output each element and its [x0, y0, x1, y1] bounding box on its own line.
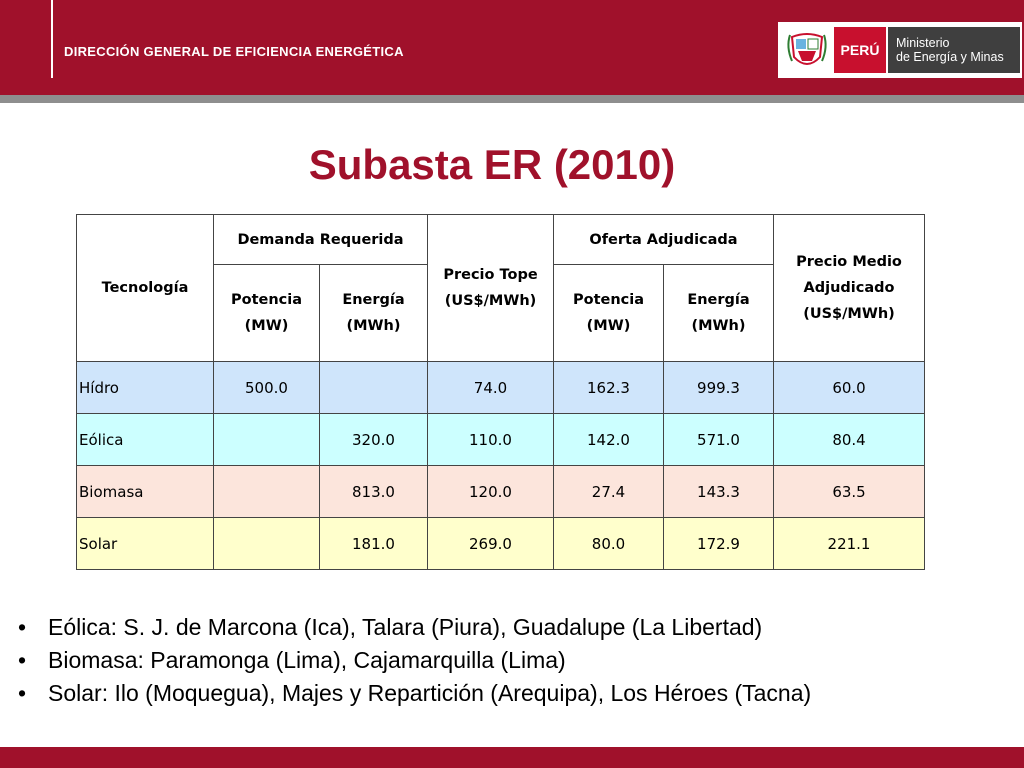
table-cell: 60.0: [773, 361, 926, 414]
ministry-label: Ministerio de Energía y Minas: [888, 27, 1020, 73]
peru-label: PERÚ: [834, 27, 886, 73]
ministry-line-1: Ministerio: [896, 36, 950, 50]
header-precio-medio: Precio Medio Adjudicado (US$/MWh): [773, 214, 926, 362]
auction-table: Tecnología Demanda Requerida Precio Tope…: [76, 214, 926, 570]
header-title: DIRECCIÓN GENERAL DE EFICIENCIA ENERGÉTI…: [64, 44, 404, 59]
note-text: Eólica: S. J. de Marcona (Ica), Talara (…: [48, 614, 763, 640]
bullet-icon: •: [18, 680, 27, 706]
table-cell: 571.0: [662, 413, 775, 466]
header-divider: [51, 0, 53, 78]
table-cell: [319, 361, 428, 414]
header-oferta-energia: Energía (MWh): [662, 264, 775, 362]
header-precio-tope: Precio Tope (US$/MWh): [427, 214, 554, 362]
header-bar: DIRECCIÓN GENERAL DE EFICIENCIA ENERGÉTI…: [0, 0, 1024, 95]
slide-title: Subasta ER (2010): [308, 141, 676, 188]
table-row: Biomasa 813.0 120.0 27.4 143.3 63.5: [76, 465, 926, 518]
list-item: • Solar: Ilo (Moquegua), Majes y Repartic…: [18, 677, 811, 710]
footer-bar: [0, 747, 1024, 768]
bullet-icon: •: [18, 647, 27, 673]
table-cell: 162.3: [553, 361, 664, 414]
table-cell: Eólica: [76, 413, 214, 466]
header-demanda-energia: Energía (MWh): [319, 264, 428, 362]
table-cell: 80.4: [773, 413, 926, 466]
table-cell: 172.9: [662, 517, 775, 570]
table-cell: 110.0: [427, 413, 554, 466]
table-cell: 63.5: [773, 465, 926, 518]
header-demanda-potencia: Potencia (MW): [213, 264, 320, 362]
table-cell: [213, 517, 320, 570]
ministry-line-2: de Energía y Minas: [896, 50, 1004, 64]
note-text: Solar: Ilo (Moquegua), Majes y Repartici…: [48, 680, 812, 706]
table-cell: [213, 413, 320, 466]
table-cell: 27.4: [553, 465, 664, 518]
list-item: • Biomasa: Paramonga (Lima), Cajamarquill…: [18, 644, 811, 677]
table-cell: 320.0: [319, 413, 428, 466]
list-item: • Eólica: S. J. de Marcona (Ica), Talara …: [18, 611, 811, 644]
table-cell: Solar: [76, 517, 214, 570]
header-gray-band: [0, 95, 1024, 103]
bullet-icon: •: [18, 614, 27, 640]
table-row: Solar 181.0 269.0 80.0 172.9 221.1: [76, 517, 926, 570]
table-cell: 999.3: [662, 361, 775, 414]
table-cell: 181.0: [319, 517, 428, 570]
peru-coat-of-arms-icon: [787, 33, 827, 65]
table-row: Hídro 500.0 74.0 162.3 999.3 60.0: [76, 361, 926, 414]
header-tecnologia: Tecnología: [76, 214, 214, 362]
ministry-logo: PERÚ Ministerio de Energía y Minas: [778, 22, 1022, 78]
table-cell: 74.0: [427, 361, 554, 414]
table-cell: 120.0: [427, 465, 554, 518]
notes-list: • Eólica: S. J. de Marcona (Ica), Talara …: [18, 611, 811, 710]
table-cell: 142.0: [553, 413, 664, 466]
table-cell: 221.1: [773, 517, 926, 570]
table-cell: 80.0: [553, 517, 664, 570]
table-cell: Biomasa: [76, 465, 214, 518]
header-demanda-requerida: Demanda Requerida: [213, 214, 428, 265]
table-cell: 143.3: [662, 465, 775, 518]
table-row: Eólica 320.0 110.0 142.0 571.0 80.4: [76, 413, 926, 466]
note-text: Biomasa: Paramonga (Lima), Cajamarquilla…: [48, 647, 566, 673]
header-oferta-adjudicada: Oferta Adjudicada: [552, 214, 775, 265]
table-cell: 269.0: [427, 517, 554, 570]
table-cell: [213, 465, 320, 518]
table-cell: 813.0: [319, 465, 428, 518]
table-cell: Hídro: [76, 361, 214, 414]
table-cell: 500.0: [213, 361, 320, 414]
header-oferta-potencia: Potencia (MW): [553, 264, 664, 362]
